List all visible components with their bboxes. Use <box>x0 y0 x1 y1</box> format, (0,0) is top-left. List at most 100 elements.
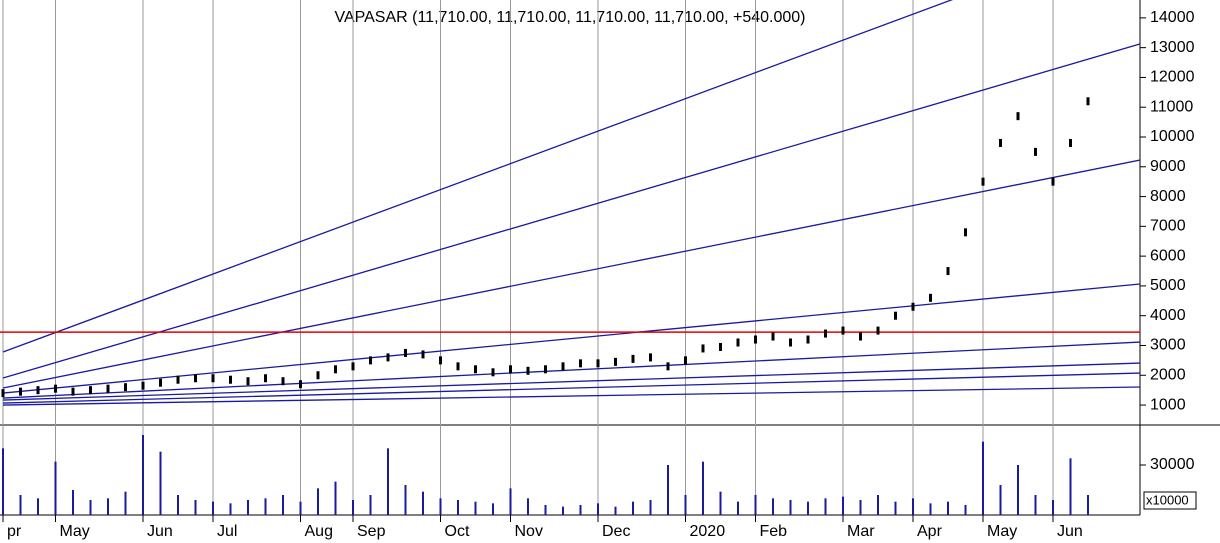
price-mark <box>631 354 635 363</box>
y-tick-label: 10000 <box>1150 128 1195 145</box>
fan-line <box>2 159 1140 389</box>
price-mark <box>141 381 145 390</box>
price-mark <box>491 368 495 377</box>
price-mark <box>526 366 530 375</box>
price-mark <box>859 332 862 341</box>
price-mark <box>824 329 827 338</box>
x-tick-label: Nov <box>515 523 543 540</box>
price-mark <box>106 384 110 393</box>
x-tick-label: Apr <box>917 523 943 540</box>
x-tick-label: May <box>60 523 90 540</box>
volume-bar <box>142 435 144 515</box>
price-mark <box>649 353 652 362</box>
price-mark <box>386 353 390 362</box>
volume-bar <box>509 488 512 515</box>
price-mark <box>316 371 320 380</box>
price-mark <box>719 342 722 351</box>
price-mark <box>876 326 880 335</box>
volume-bar <box>474 501 477 515</box>
chart-title: VAPASAR (11,710.00, 11,710.00, 11,710.00… <box>334 9 805 26</box>
volume-bar <box>789 500 792 515</box>
volume-bar <box>1069 458 1072 515</box>
y-tick-label: 2000 <box>1150 366 1186 383</box>
x-tick-label: Sep <box>357 523 386 540</box>
volume-bar <box>894 501 897 515</box>
volume-bar <box>282 495 284 515</box>
volume-bar <box>684 495 687 515</box>
price-mark <box>281 377 285 386</box>
volume-bar <box>859 500 862 515</box>
fan-line <box>2 386 1140 406</box>
price-mark <box>544 365 547 374</box>
price-mark <box>1086 97 1090 106</box>
y-tick-label: 14000 <box>1150 9 1195 26</box>
volume-bar <box>667 465 669 515</box>
volume-bar <box>947 501 949 515</box>
volume-bar <box>229 503 232 515</box>
volume-bar <box>404 485 407 515</box>
volume-bar <box>562 506 564 515</box>
price-mark <box>19 387 22 396</box>
volume-bar <box>982 441 984 515</box>
volume-bar <box>702 461 704 515</box>
volume-bar <box>1034 495 1037 515</box>
price-mark <box>964 228 967 237</box>
volume-bar <box>527 498 529 515</box>
price-mark <box>684 356 687 365</box>
fan-line <box>2 362 1140 401</box>
fan-line <box>2 0 954 353</box>
price-mark <box>404 348 407 357</box>
x-tick-label: Jun <box>147 523 173 540</box>
volume-bar <box>317 488 319 515</box>
y-tick-label: 30000 <box>1150 456 1195 473</box>
volume-bar <box>212 501 214 515</box>
volume-bar <box>54 461 57 515</box>
volume-bar <box>387 448 389 515</box>
price-mark <box>334 365 337 374</box>
price-mark <box>771 332 775 341</box>
price-mark <box>71 387 75 396</box>
volume-bar <box>177 495 179 515</box>
volume-bar <box>457 500 459 515</box>
y-tick-label: 4000 <box>1150 307 1186 324</box>
price-mark <box>1034 147 1037 156</box>
price-mark <box>596 359 600 368</box>
price-mark <box>1016 112 1020 121</box>
x-tick-label: Aug <box>305 523 333 540</box>
volume-bar <box>37 498 39 515</box>
volume-bar <box>649 500 652 515</box>
volume-bar <box>299 501 302 515</box>
x-tick-label: Oct <box>445 523 470 540</box>
volume-bar <box>597 503 599 515</box>
x-tick-label: Mar <box>847 523 875 540</box>
y-tick-label: 6000 <box>1150 247 1186 264</box>
volume-bar <box>159 451 162 515</box>
y-tick-label: 7000 <box>1150 218 1186 235</box>
price-mark <box>579 359 582 368</box>
volume-bar <box>877 495 879 515</box>
price-mark <box>456 362 460 371</box>
price-mark <box>1051 177 1055 186</box>
fan-line <box>2 341 1140 399</box>
price-mark <box>1069 138 1072 147</box>
price-mark <box>194 374 197 383</box>
volume-bar <box>754 495 757 515</box>
price-mark <box>211 374 215 383</box>
volume-bar <box>929 503 932 515</box>
y-tick-label: 8000 <box>1150 188 1186 205</box>
x-tick-label: pr <box>7 523 22 540</box>
price-mark <box>754 335 757 344</box>
price-mark <box>841 326 845 335</box>
price-mark <box>509 365 512 374</box>
price-mark <box>789 338 792 347</box>
x-tick-label: Feb <box>760 523 788 540</box>
x-tick-label: Jun <box>1057 523 1083 540</box>
price-mark <box>981 177 985 186</box>
volume-bar <box>19 495 22 515</box>
volume-bar <box>2 448 4 515</box>
price-mark <box>701 344 705 353</box>
price-mark <box>351 362 355 371</box>
volume-bar <box>1052 500 1054 515</box>
volume-bar <box>422 491 424 515</box>
price-mark <box>1 389 5 398</box>
